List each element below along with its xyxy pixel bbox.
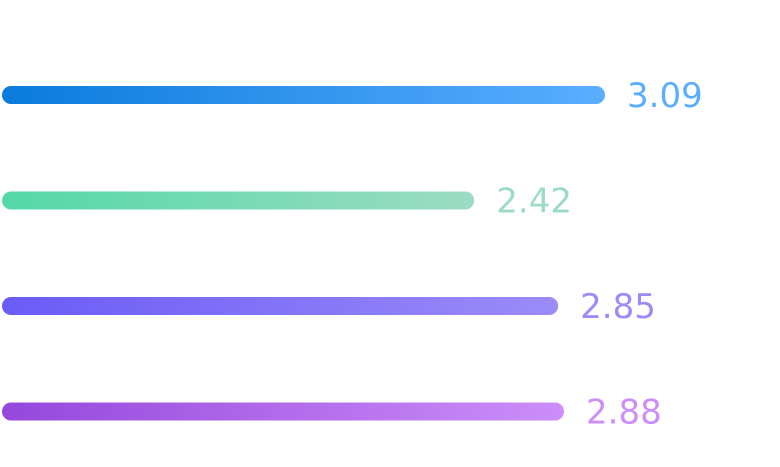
value-label-1: 3.09 xyxy=(627,76,703,116)
bar-3 xyxy=(2,297,559,315)
bar-4 xyxy=(2,402,565,421)
value-labels-layer: 3.09 2.42 2.85 2.88 xyxy=(496,76,702,433)
value-label-4: 2.88 xyxy=(586,393,662,433)
bar-2 xyxy=(2,191,475,210)
bar-1 xyxy=(2,86,605,104)
value-label-2: 2.42 xyxy=(496,182,572,222)
value-label-3: 2.85 xyxy=(580,287,656,327)
bars-layer xyxy=(2,86,605,421)
